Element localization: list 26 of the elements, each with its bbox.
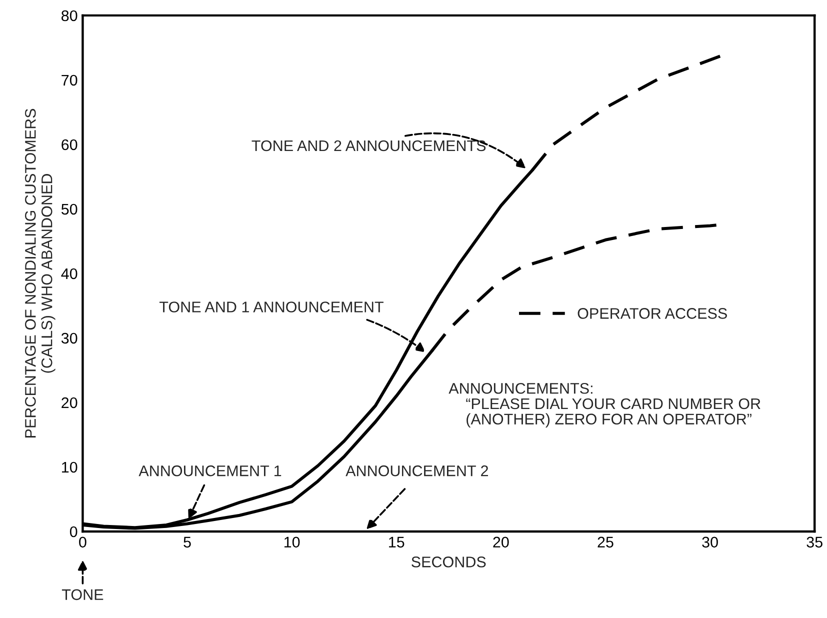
y-tick-label: 30 xyxy=(61,332,78,344)
annotation: TONE AND 1 ANNOUNCEMENT xyxy=(159,302,384,312)
y-tick-label: 10 xyxy=(62,462,78,473)
y-tick-label: 0 xyxy=(70,526,78,538)
legend-label: OPERATOR ACCESS xyxy=(578,308,727,319)
y-tick-label: 20 xyxy=(62,397,78,408)
x-tick-label: 0 xyxy=(79,536,86,548)
text: TONE xyxy=(62,589,104,600)
y-tick-label: 70 xyxy=(62,74,78,86)
annotation: ANNOUNCEMENT 2 xyxy=(346,465,488,476)
y-tick-label: 50 xyxy=(61,204,78,215)
x-tick-label: 10 xyxy=(284,536,300,548)
x-axis-title: SECONDS xyxy=(412,556,486,568)
annotation: ANNOUNCEMENT 1 xyxy=(138,465,282,476)
x-tick-label: 30 xyxy=(702,536,718,548)
x-tick-label: 5 xyxy=(184,536,191,548)
y-tick-label: 80 xyxy=(62,10,78,22)
x-tick-label: 25 xyxy=(598,536,614,548)
x-tick-label: 15 xyxy=(389,536,404,548)
x-tick-label: 20 xyxy=(493,536,509,548)
y-axis-title: PERCENTAGE OF NONDIALING CUSTOMERS (CALLS) WHO ABANDONED xyxy=(24,108,56,438)
y-tick-label: 60 xyxy=(62,139,78,150)
y-tick-label: 40 xyxy=(61,268,78,280)
annotation: ANNOUNCEMENTS: “PLEASE DIAL YOUR CARD NUMBER OR (ANOTHER) ZERO FOR AN OPERATOR” xyxy=(448,382,760,428)
x-tick-label: 35 xyxy=(806,536,822,548)
annotation: TONE AND 2 ANNOUNCEMENTS xyxy=(252,140,486,152)
